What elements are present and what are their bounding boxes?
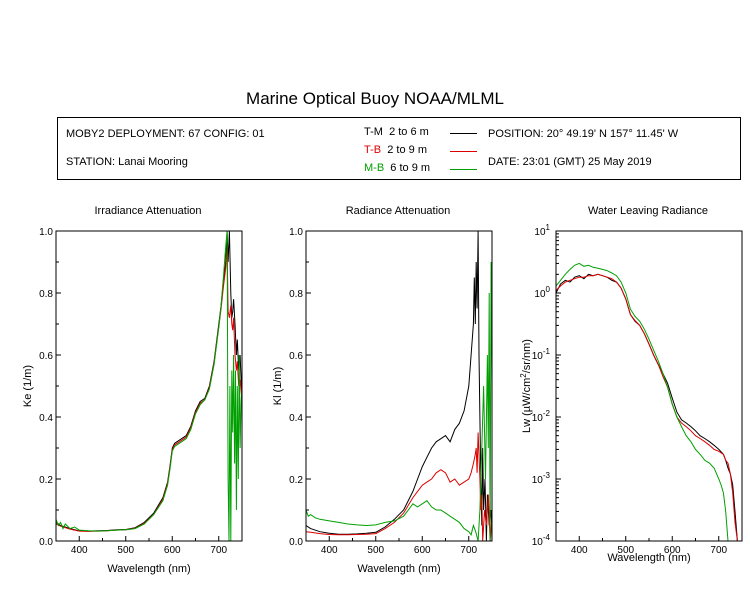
date-text: DATE: 23:01 (GMT) 25 May 2019 [488,156,652,168]
y-tick-label: 10-2 [532,409,551,424]
page-title: Marine Optical Buoy NOAA/MLML [246,89,504,108]
x-tick-label: 700 [460,545,477,556]
x-tick-label: 400 [321,545,338,556]
x-tick-label: 500 [367,545,384,556]
legend-line-mb [450,169,477,170]
legend-range: 2 to 6 m [389,126,429,138]
series-line-0-2 [56,231,242,541]
x-tick-label: 600 [414,545,431,556]
series-line-1-2 [306,261,492,541]
x-tick-label: 500 [617,545,634,556]
y-tick-label: 10-1 [532,347,551,362]
x-axis-label: Wavelength (nm) [607,552,690,564]
chart-title-irradiance: Irradiance Attenuation [94,205,202,217]
position-text: POSITION: 20° 49.19' N 157° 11.45' W [488,128,679,140]
y-axis-label: Ke (1/m) [22,365,34,407]
x-tick-label: 700 [210,545,227,556]
station-text: STATION: Lanai Mooring [66,156,188,168]
series-line-2-2 [556,262,729,541]
y-axis-label: Lw (µW/cm2/sr/nm) [519,339,533,433]
legend-code: T-B [364,144,382,156]
y-tick-label: 0.0 [39,537,53,548]
plot-frame-0 [55,230,243,542]
x-axis-label: Wavelength (nm) [357,563,440,575]
legend-range: 2 to 9 m [387,144,427,156]
y-tick-label: 1.0 [289,227,303,238]
legend-item-tm: T-M 2 to 6 m [364,126,429,138]
y-tick-label: 0.2 [289,475,303,486]
y-tick-label: 1.0 [39,227,53,238]
series-line-1-0 [306,231,492,541]
y-tick-label: 0.8 [39,289,53,300]
y-axis-label: Kl (1/m) [272,367,284,406]
series-line-0-0 [56,231,242,532]
y-tick-label: 0.8 [289,289,303,300]
x-tick-label: 600 [664,545,681,556]
legend-item-tb: T-B 2 to 9 m [364,144,427,156]
x-axis-label: Wavelength (nm) [107,563,190,575]
chart-title-water-leaving: Water Leaving Radiance [587,205,709,217]
legend-code: T-M [364,126,383,138]
series-line-1-1 [306,432,492,541]
plot-frame-1 [305,230,493,542]
y-tick-label: 10-3 [532,471,551,486]
y-tick-label: 0.6 [39,351,53,362]
x-tick-label: 700 [710,545,727,556]
chart-title-radiance: Radiance Attenuation [345,205,451,217]
y-tick-label: 101 [534,223,550,238]
deployment-text: MOBY2 DEPLOYMENT: 67 CONFIG: 01 [66,128,265,140]
legend-item-mb: M-B 6 to 9 m [364,162,430,174]
info-box: MOBY2 DEPLOYMENT: 67 CONFIG: 01 STATION:… [57,117,741,180]
legend-code: M-B [364,162,385,174]
y-tick-label: 0.2 [39,475,53,486]
x-tick-label: 400 [571,545,588,556]
y-tick-label: 10-4 [532,533,551,548]
y-tick-label: 0.6 [289,351,303,362]
legend-range: 6 to 9 m [390,162,431,174]
x-tick-label: 600 [164,545,181,556]
x-tick-label: 400 [71,545,88,556]
legend-line-tb [450,151,477,152]
x-tick-label: 500 [117,545,134,556]
y-tick-label: 0.4 [39,413,53,424]
series-line-2-0 [556,273,738,541]
series-line-2-1 [556,273,738,541]
legend-line-tm [450,133,477,134]
y-tick-label: 0.0 [289,537,303,548]
y-tick-label: 100 [534,285,550,300]
series-line-0-1 [56,246,242,532]
y-tick-label: 0.4 [289,413,303,424]
